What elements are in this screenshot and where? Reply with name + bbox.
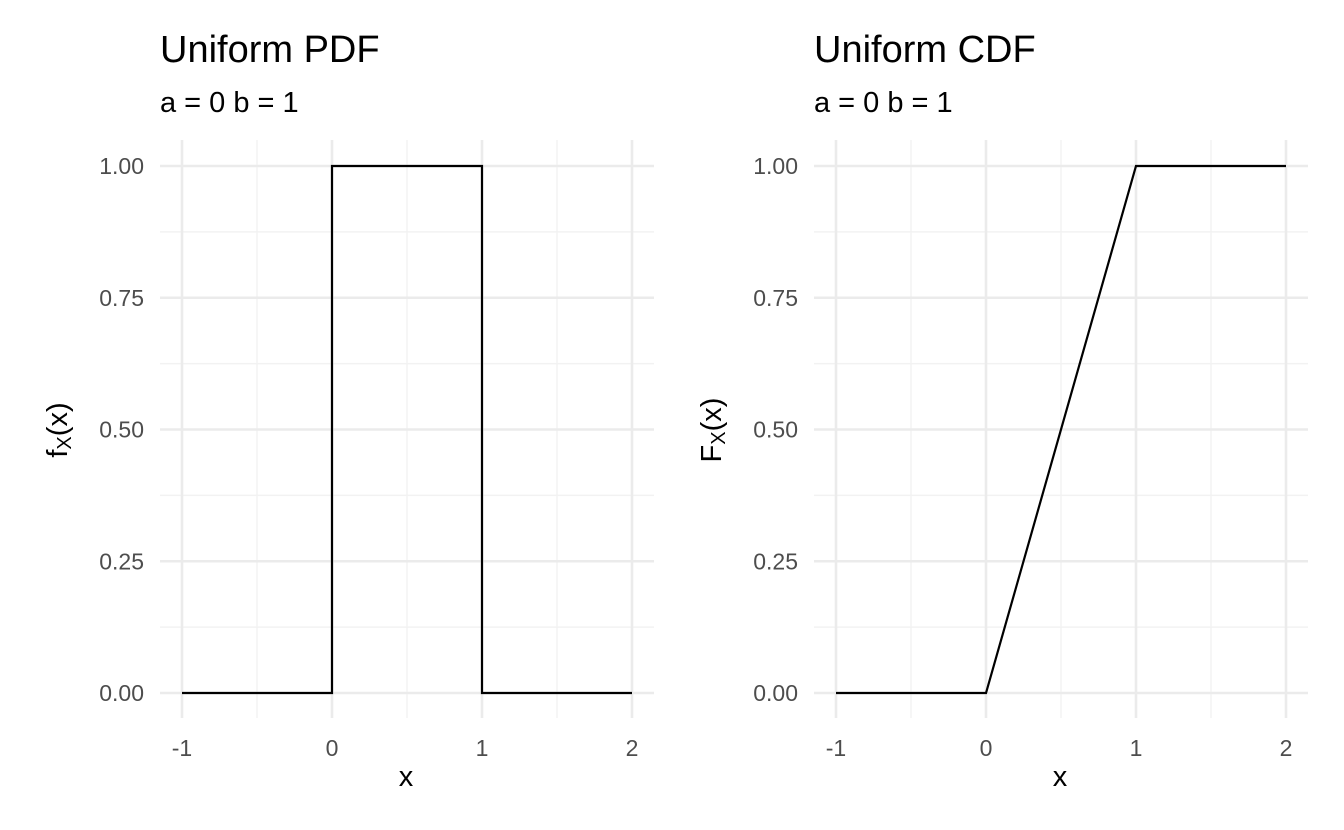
y-tick-label: 0.00 [753,680,798,706]
x-axis-label: x [1052,761,1068,793]
x-tick-label: 1 [1130,735,1143,761]
x-tick-label: 0 [326,735,339,761]
x-tick-label: 0 [980,735,993,761]
x-tick-label: 1 [476,735,489,761]
y-tick-label: 0.25 [753,548,798,574]
y-tick-label: 0.25 [99,548,144,574]
y-axis-label: fX(x) [38,330,78,530]
y-tick-label: 0.50 [753,417,798,443]
x-tick-label: -1 [172,735,192,761]
y-axis-label-subscript: X [54,436,76,450]
x-tick-label: -1 [826,735,846,761]
pdf-plot: -1 0 1 2 0.00 0.25 0.50 0.75 1.00 [99,140,654,761]
cdf-plot: -1 0 1 2 0.00 0.25 0.50 0.75 1.00 [753,140,1308,761]
y-axis-label-subscript: X [708,431,730,445]
series-line [182,164,632,695]
y-tick-label: 1.00 [753,153,798,179]
y-tick-label: 0.75 [99,285,144,311]
pdf-chart-panel: Uniform PDF a = 0 b = 1 -1 0 1 2 0.00 0.25 0.5… [38,29,654,793]
chart-subtitle: a = 0 b = 1 [160,87,299,119]
y-axis-label: FX(x) [692,330,732,530]
x-axis-label: x [398,761,414,793]
y-tick-label: 0.75 [753,285,798,311]
chart-title: Uniform PDF [160,29,380,71]
y-axis-label-main: f [42,449,74,458]
y-tick-label: 0.50 [99,417,144,443]
chart-title: Uniform CDF [814,29,1036,71]
x-tick-label: 2 [626,735,639,761]
series-line [836,164,1286,695]
y-axis-label-tail: (x) [42,402,74,437]
chart-subtitle: a = 0 b = 1 [814,87,953,119]
y-axis-label-tail: (x) [696,397,728,432]
x-tick-label: 2 [1280,735,1293,761]
cdf-chart-panel: Uniform CDF a = 0 b = 1 -1 0 1 2 0.00 0.25 0.5… [654,0,1326,830]
y-tick-label: 0.00 [99,680,144,706]
y-axis-label-main: F [696,444,728,463]
y-tick-label: 1.00 [99,153,144,179]
